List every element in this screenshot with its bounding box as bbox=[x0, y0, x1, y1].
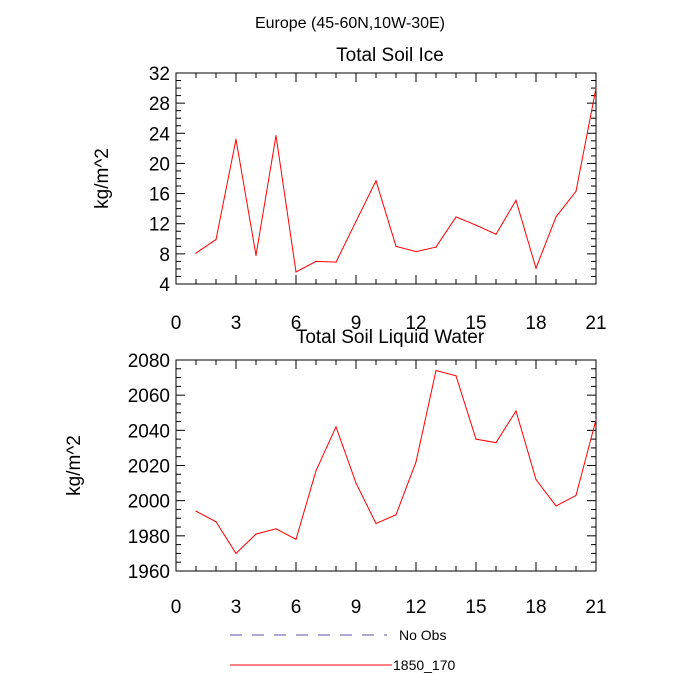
y-axis-label: kg/m^2 bbox=[64, 435, 85, 496]
y-tick-label: 28 bbox=[149, 94, 170, 115]
x-tick-label: 6 bbox=[291, 313, 302, 334]
x-tick-label: 21 bbox=[585, 313, 606, 334]
x-tick-label: 15 bbox=[465, 313, 486, 334]
data-point bbox=[215, 238, 217, 241]
x-tick-label: 3 bbox=[231, 313, 242, 334]
legend: No Obs 1850_170 bbox=[230, 627, 456, 673]
panel-total-soil-ice: 0 3 6 9 12 15 18 21 4 8 12 16 20 24 28 32 kg/m^2 Total So… bbox=[92, 45, 607, 334]
data-point bbox=[295, 538, 297, 540]
plot-frame bbox=[175, 359, 597, 572]
y-tick-label: 1960 bbox=[128, 562, 170, 583]
x-tick-label: 18 bbox=[525, 313, 546, 334]
x-tick-label: 9 bbox=[351, 597, 362, 618]
data-point bbox=[515, 410, 517, 412]
x-tick-label: 0 bbox=[171, 597, 182, 618]
data-point bbox=[195, 252, 197, 254]
data-point bbox=[235, 552, 237, 555]
data-point bbox=[375, 180, 377, 182]
data-point bbox=[275, 528, 277, 530]
x-tick-label: 12 bbox=[405, 597, 426, 618]
x-tick-label: 12 bbox=[405, 313, 426, 334]
data-point bbox=[435, 246, 437, 248]
data-point bbox=[355, 482, 357, 484]
data-point bbox=[535, 267, 537, 269]
x-tick-label: 3 bbox=[231, 597, 242, 618]
data-point bbox=[215, 521, 217, 523]
x-tick-label: 18 bbox=[525, 597, 546, 618]
y-tick-label: 12 bbox=[149, 215, 170, 236]
x-tick-label: 21 bbox=[585, 597, 606, 618]
data-point bbox=[235, 138, 237, 140]
y-tick-label: 2040 bbox=[128, 421, 170, 442]
y-tick-label: 2060 bbox=[128, 386, 170, 407]
data-point bbox=[335, 261, 337, 263]
panel-title: Total Soil Ice bbox=[336, 45, 444, 66]
legend-label-1850-170: 1850_170 bbox=[393, 657, 456, 673]
y-tick-label: 16 bbox=[149, 185, 170, 206]
data-point bbox=[455, 216, 457, 218]
panel-title: Total Soil Liquid Water bbox=[296, 327, 485, 348]
data-point bbox=[275, 134, 277, 137]
x-tick-label: 6 bbox=[291, 597, 302, 618]
data-point bbox=[435, 369, 437, 372]
y-tick-label: 1980 bbox=[128, 527, 170, 548]
data-point bbox=[335, 426, 337, 428]
x-tick-label: 15 bbox=[465, 597, 486, 618]
data-point bbox=[415, 250, 417, 253]
y-tick-label: 4 bbox=[159, 275, 170, 296]
data-point bbox=[295, 271, 297, 273]
data-point bbox=[515, 199, 517, 201]
data-point bbox=[315, 260, 317, 262]
figure-suptitle: Europe (45-60N,10W-30E) bbox=[255, 15, 445, 32]
data-point bbox=[195, 510, 197, 512]
y-tick-label: 32 bbox=[149, 64, 170, 85]
data-point bbox=[255, 254, 257, 256]
data-point bbox=[595, 87, 597, 89]
data-point bbox=[395, 245, 397, 247]
data-point bbox=[575, 190, 577, 192]
y-tick-label: 8 bbox=[159, 245, 170, 266]
y-tick-label: 2000 bbox=[128, 492, 170, 513]
data-point bbox=[255, 533, 257, 535]
data-point bbox=[575, 494, 577, 496]
data-point bbox=[375, 522, 377, 525]
data-point bbox=[555, 505, 557, 507]
y-axis-label: kg/m^2 bbox=[92, 148, 113, 209]
data-point bbox=[395, 514, 397, 516]
data-point bbox=[475, 438, 477, 440]
x-tick-label: 0 bbox=[171, 313, 182, 334]
series-line-1850-170 bbox=[195, 369, 597, 555]
x-tick-label: 9 bbox=[351, 313, 362, 334]
plot-frame bbox=[175, 72, 597, 285]
y-tick-label: 20 bbox=[149, 154, 170, 175]
data-point bbox=[495, 233, 497, 235]
data-point bbox=[315, 470, 317, 472]
y-tick-label: 2020 bbox=[128, 457, 170, 478]
data-point bbox=[455, 375, 457, 377]
data-point bbox=[495, 442, 497, 444]
series-line-1850-170 bbox=[195, 87, 597, 273]
data-point bbox=[595, 419, 597, 421]
legend-label-no-obs: No Obs bbox=[399, 627, 446, 643]
panel-total-soil-liquid-water: 0 3 6 9 12 15 18 21 1960 1980 2000 2020 2040 2060 2080… bbox=[64, 327, 607, 618]
y-tick-label: 24 bbox=[149, 124, 171, 145]
y-tick-label: 2080 bbox=[128, 351, 170, 372]
data-point bbox=[355, 220, 357, 223]
data-point bbox=[535, 478, 537, 481]
data-point bbox=[475, 224, 477, 226]
data-point bbox=[415, 461, 417, 463]
data-point bbox=[555, 216, 557, 218]
